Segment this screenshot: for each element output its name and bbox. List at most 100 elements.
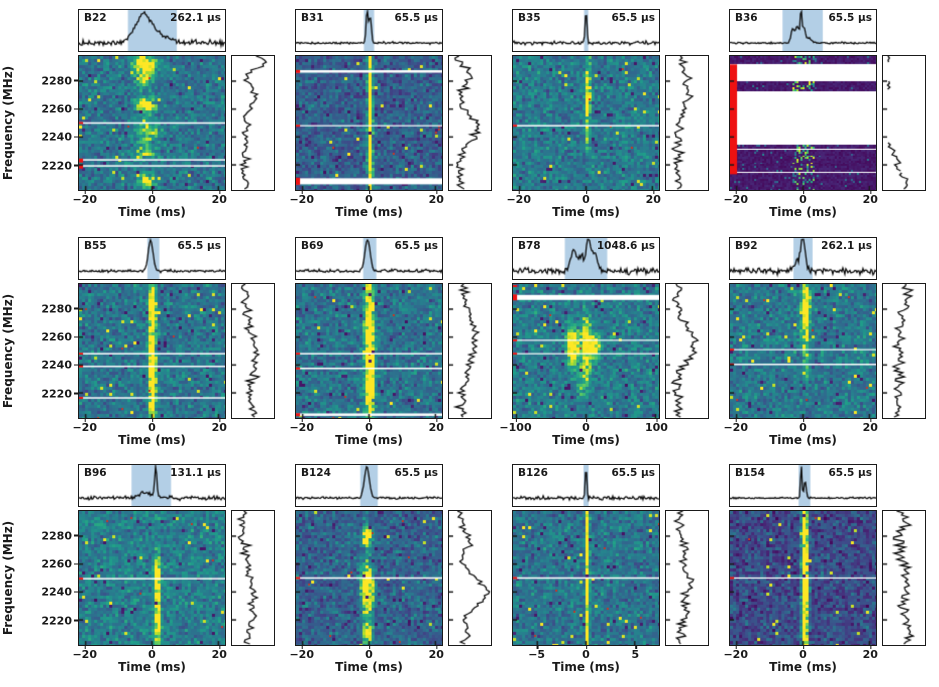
sample-time-label: 65.5 µs [394,467,438,479]
burst-id-label: B126 [518,467,548,479]
burst-panel-b92: B92 262.1 µs −20 0 20 Time (ms) [723,237,926,449]
x-tick-label: −20 [506,190,531,206]
x-tick-label: −20 [72,645,97,661]
dynamic-spectrum-plot [295,510,443,646]
frequency-profile-plot [448,283,492,419]
dynamic-spectrum-canvas [513,511,659,645]
x-tick-label: 0 [582,645,590,661]
burst-panel-b31: B31 65.5 µs −20 0 20 Time (ms) [289,9,492,221]
y-tick-label: 2220 [32,388,78,399]
x-tick-label: 20 [862,645,878,661]
frequency-profile-canvas [883,56,925,190]
pulse-profile-plot: B124 65.5 µs [295,464,443,507]
dynamic-spectrum-canvas [513,56,659,190]
pulse-profile-plot: B35 65.5 µs [512,9,660,52]
x-tick-label: 20 [428,645,444,661]
x-tick-label: 0 [365,645,373,661]
burst-id-label: B22 [84,12,107,24]
burst-panel-b69: B69 65.5 µs −20 0 20 Time (ms) [289,237,492,449]
x-tick-label: −20 [723,190,748,206]
x-axis-label: Time (ms) [769,205,837,219]
frequency-profile-canvas [232,511,274,645]
dynamic-spectrum-plot [512,55,660,191]
dynamic-spectrum-canvas [79,56,225,190]
x-tick-label: 20 [428,418,444,434]
sample-time-label: 65.5 µs [828,467,872,479]
y-tick-label: 2240 [32,132,78,143]
burst-id-label: B124 [301,467,331,479]
pulse-profile-plot: B22 262.1 µs [78,9,226,52]
x-tick-label: 20 [645,190,661,206]
x-axis-label: Time (ms) [769,433,837,447]
pulse-profile-canvas [513,238,659,279]
x-axis-label: Time (ms) [335,433,403,447]
y-tick-label: 2240 [32,587,78,598]
sample-time-label: 65.5 µs [394,240,438,252]
frequency-profile-plot [665,55,709,191]
frequency-profile-plot [882,55,926,191]
y-tick-label: 2260 [32,331,78,342]
pulse-profile-canvas [730,10,876,51]
burst-id-label: B69 [301,240,324,252]
frequency-profile-canvas [232,284,274,418]
dynamic-spectrum-plot [512,510,660,646]
pulse-profile-plot: B55 65.5 µs [78,237,226,280]
frequency-profile-canvas [883,511,925,645]
burst-panel-b36: B36 65.5 µs −20 0 20 Time (ms) [723,9,926,221]
x-tick-label: 20 [862,418,878,434]
x-axis-label: Time (ms) [335,660,403,674]
x-tick-label: 20 [211,418,227,434]
sample-time-label: 262.1 µs [821,240,872,252]
burst-id-label: B36 [735,12,758,24]
burst-id-label: B31 [301,12,324,24]
x-tick-label: −20 [72,418,97,434]
y-axis-label: Frequency (MHz) [1,65,15,181]
frequency-profile-plot [665,510,709,646]
dynamic-spectrum-plot [295,55,443,191]
x-tick-label: −20 [72,190,97,206]
pulse-profile-canvas [513,10,659,51]
x-axis-label: Time (ms) [335,205,403,219]
dynamic-spectrum-plot [78,510,226,646]
x-axis-label: Time (ms) [769,660,837,674]
dynamic-spectrum-canvas [513,284,659,418]
y-tick-label: 2260 [32,558,78,569]
x-tick-label: 0 [148,418,156,434]
x-tick-label: 0 [799,645,807,661]
x-tick-label: 0 [365,418,373,434]
y-axis-label: Frequency (MHz) [1,293,15,409]
x-tick-label: 0 [582,190,590,206]
x-axis-label: Time (ms) [118,660,186,674]
frequency-profile-plot [448,55,492,191]
pulse-profile-canvas [296,465,442,506]
x-tick-label: 0 [582,418,590,434]
x-tick-label: −20 [289,645,314,661]
burst-id-label: B78 [518,240,541,252]
frequency-profile-canvas [666,56,708,190]
pulse-profile-canvas [79,465,225,506]
x-tick-label: −100 [499,418,532,434]
pulse-profile-canvas [79,10,225,51]
x-tick-label: 0 [799,190,807,206]
dynamic-spectrum-plot [78,55,226,191]
sample-time-label: 1048.6 µs [596,240,655,252]
dynamic-spectrum-canvas [296,56,442,190]
burst-id-label: B96 [84,467,107,479]
frequency-profile-canvas [666,284,708,418]
sample-time-label: 65.5 µs [177,240,221,252]
burst-panel-b154: B154 65.5 µs −20 0 20 Time (ms) [723,464,926,676]
burst-id-label: B92 [735,240,758,252]
frequency-profile-canvas [449,56,491,190]
pulse-profile-canvas [79,238,225,279]
burst-panel-b126: B126 65.5 µs −5 0 5 Time (ms) [512,464,709,676]
y-tick-label: 2280 [32,530,78,541]
x-tick-label: 0 [148,190,156,206]
dynamic-spectrum-canvas [296,511,442,645]
x-tick-label: −20 [723,418,748,434]
sample-time-label: 65.5 µs [394,12,438,24]
frequency-profile-plot [231,55,275,191]
pulse-profile-canvas [296,10,442,51]
pulse-profile-canvas [730,465,876,506]
x-tick-label: 20 [428,190,444,206]
pulse-profile-plot: B31 65.5 µs [295,9,443,52]
